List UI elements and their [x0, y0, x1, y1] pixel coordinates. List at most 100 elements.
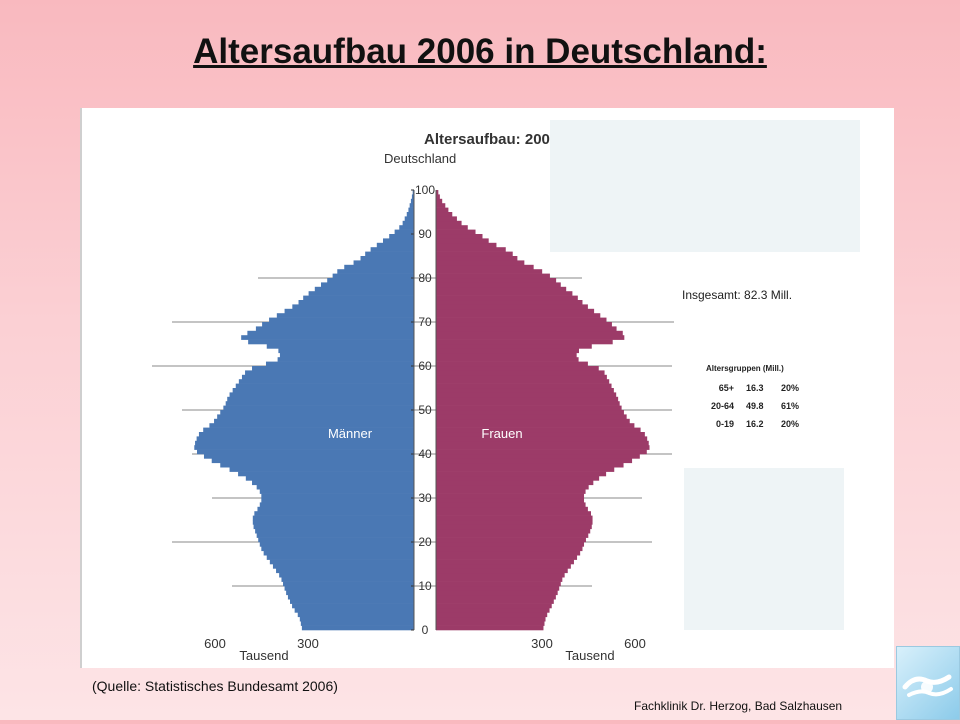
y-tick-label-90: 90 — [418, 227, 432, 241]
bar-frauen-age-22 — [436, 528, 591, 534]
bar-frauen-age-78 — [436, 282, 561, 288]
bar-maenner-age-92 — [402, 220, 414, 226]
bar-maenner-age-0 — [301, 625, 414, 631]
bar-frauen-age-45 — [436, 427, 641, 433]
x-tick-right-600: 600 — [624, 636, 646, 651]
x-axis-label-right: Tausend — [565, 648, 614, 663]
bar-maenner-age-90 — [394, 229, 414, 235]
bar-frauen-age-4 — [436, 608, 550, 613]
bar-maenner-age-48 — [217, 414, 414, 420]
bar-frauen-age-30 — [436, 493, 585, 499]
bar-maenner-age-10 — [283, 581, 414, 587]
bar-maenner-age-69 — [262, 322, 414, 327]
bar-frauen-age-31 — [436, 489, 586, 494]
bar-maenner-age-4 — [294, 608, 414, 613]
info-group-label: 65+ — [719, 383, 734, 393]
bar-maenner-age-83 — [353, 260, 414, 266]
bar-maenner-age-12 — [279, 572, 414, 578]
bar-maenner-age-43 — [196, 436, 414, 442]
bar-frauen-age-5 — [436, 603, 552, 609]
bar-frauen-age-59 — [436, 366, 599, 371]
series-label-frauen: Frauen — [481, 426, 522, 441]
bar-frauen-age-92 — [436, 220, 462, 226]
bar-maenner-age-42 — [195, 440, 414, 446]
x-tick-left-300: 300 — [297, 636, 319, 651]
bar-frauen-age-73 — [436, 304, 588, 310]
bar-maenner-age-56 — [238, 379, 414, 384]
bar-frauen-age-66 — [436, 335, 625, 340]
bar-maenner-age-97 — [410, 198, 414, 204]
bar-maenner-age-54 — [232, 388, 414, 393]
bar-frauen-age-94 — [436, 212, 453, 217]
bar-frauen-age-57 — [436, 374, 607, 380]
bar-frauen-age-28 — [436, 502, 586, 508]
bar-maenner-age-95 — [408, 207, 414, 213]
bar-frauen-age-67 — [436, 330, 623, 336]
bar-maenner-age-7 — [287, 594, 414, 600]
bar-frauen-age-12 — [436, 572, 565, 578]
bar-maenner-age-2 — [299, 616, 414, 622]
chart-subtitle: Deutschland — [384, 151, 456, 166]
bar-maenner-age-73 — [292, 304, 414, 310]
bar-maenner-age-25 — [252, 515, 414, 521]
bar-frauen-age-98 — [436, 194, 440, 200]
bar-maenner-age-51 — [225, 401, 414, 406]
bar-maenner-age-96 — [409, 203, 414, 208]
bar-frauen-age-47 — [436, 418, 630, 424]
bar-frauen-age-54 — [436, 388, 614, 393]
bar-maenner-age-14 — [272, 564, 414, 569]
bar-maenner-age-81 — [337, 269, 414, 274]
bar-frauen-age-77 — [436, 286, 567, 292]
bar-frauen-age-43 — [436, 436, 648, 442]
bar-maenner-age-1 — [300, 621, 414, 626]
bar-maenner-age-9 — [284, 586, 414, 591]
y-tick-label-80: 80 — [418, 271, 432, 285]
bar-maenner-age-11 — [281, 577, 414, 582]
series-maenner — [194, 190, 414, 631]
bar-maenner-age-72 — [284, 308, 414, 314]
bar-maenner-age-61 — [277, 357, 414, 362]
bar-frauen-age-8 — [436, 590, 558, 596]
bar-maenner-age-87 — [376, 242, 414, 248]
bar-frauen-age-80 — [436, 273, 550, 279]
bar-frauen-age-1 — [436, 621, 545, 626]
bar-frauen-age-40 — [436, 449, 647, 455]
bar-maenner-age-24 — [252, 520, 414, 525]
bar-maenner-age-58 — [245, 370, 414, 376]
bar-maenner-age-26 — [254, 511, 414, 516]
bar-frauen-age-17 — [436, 550, 581, 556]
bar-maenner-age-80 — [332, 273, 414, 279]
bar-maenner-age-50 — [223, 405, 414, 411]
handshake-icon — [902, 674, 953, 697]
bar-frauen-age-13 — [436, 568, 568, 574]
bar-frauen-age-29 — [436, 498, 585, 503]
bar-frauen-age-16 — [436, 555, 578, 560]
bar-frauen-age-82 — [436, 264, 534, 270]
bar-frauen-age-76 — [436, 291, 573, 296]
y-tick-label-50: 50 — [418, 403, 432, 417]
bar-maenner-age-70 — [269, 317, 414, 323]
bar-frauen-age-61 — [436, 357, 579, 362]
bar-frauen-age-37 — [436, 462, 624, 468]
bar-maenner-age-55 — [235, 383, 414, 389]
bar-maenner-age-94 — [406, 212, 414, 217]
bar-maenner-age-98 — [411, 194, 414, 200]
info-group-value: 16.2 — [746, 419, 764, 429]
bar-maenner-age-62 — [279, 352, 414, 358]
bar-frauen-age-27 — [436, 506, 588, 512]
bar-frauen-age-68 — [436, 326, 617, 332]
bar-frauen-age-91 — [436, 225, 468, 230]
bar-frauen-age-88 — [436, 238, 489, 244]
bar-maenner-age-6 — [290, 599, 414, 604]
bar-frauen-age-9 — [436, 586, 560, 591]
y-tick-label-20: 20 — [418, 535, 432, 549]
bar-frauen-age-74 — [436, 300, 583, 305]
bar-maenner-age-91 — [399, 225, 414, 230]
bar-frauen-age-96 — [436, 203, 446, 208]
bar-maenner-age-49 — [220, 410, 414, 415]
bar-maenner-age-79 — [327, 278, 414, 283]
bar-maenner-age-8 — [286, 590, 414, 596]
slide-title: Altersaufbau 2006 in Deutschland: — [193, 32, 767, 71]
bar-frauen-age-84 — [436, 256, 518, 261]
bar-maenner-age-20 — [258, 537, 414, 543]
